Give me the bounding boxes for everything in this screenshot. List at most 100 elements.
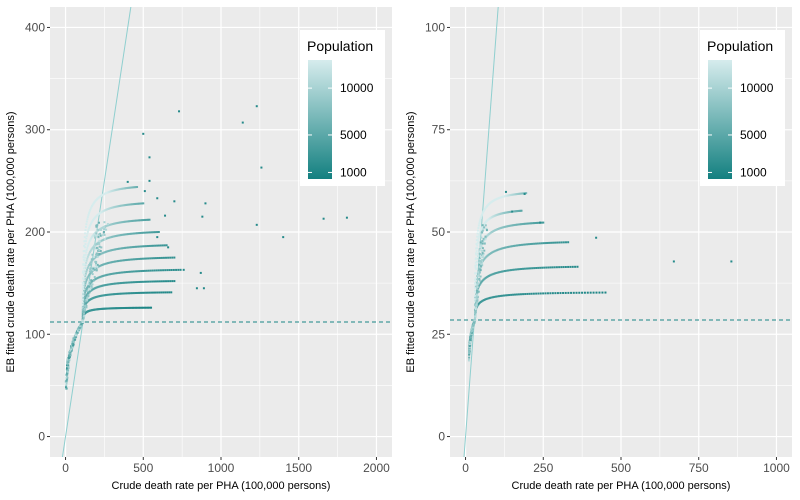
data-point (159, 269, 162, 272)
data-point (109, 283, 112, 286)
data-point (109, 207, 112, 210)
data-point (117, 205, 120, 208)
data-point (570, 291, 573, 294)
data-point (100, 239, 103, 242)
data-point (111, 307, 114, 310)
data-point (88, 241, 91, 244)
data-point (127, 186, 130, 189)
data-point (101, 239, 104, 242)
data-point (545, 266, 548, 269)
data-point (90, 266, 93, 269)
data-point (503, 246, 506, 249)
data-point (142, 202, 145, 205)
data-point (522, 293, 525, 296)
data-point (474, 277, 477, 280)
data-point (95, 252, 98, 255)
data-point (535, 267, 538, 270)
data-point (65, 387, 68, 390)
outlier-point (523, 192, 526, 195)
data-point (107, 224, 110, 227)
data-point (109, 236, 112, 239)
data-point (124, 292, 127, 295)
data-point (67, 366, 70, 369)
data-point (125, 203, 128, 206)
data-point (508, 245, 511, 248)
data-point (122, 307, 125, 310)
data-point (502, 247, 505, 250)
data-point (84, 225, 87, 228)
data-point (82, 250, 85, 253)
data-point (90, 279, 93, 282)
data-point (123, 204, 126, 207)
data-point (91, 283, 94, 286)
data-point (88, 270, 91, 273)
data-point (479, 246, 482, 249)
legend-title: Population (307, 38, 373, 54)
data-point (474, 272, 477, 275)
data-point (81, 281, 84, 284)
data-point (88, 283, 91, 286)
legend-title: Population (707, 38, 773, 54)
data-point (517, 223, 520, 226)
outlier-point (595, 236, 598, 239)
data-point (468, 359, 471, 362)
data-point (131, 232, 134, 235)
data-point (552, 241, 555, 244)
data-point (88, 291, 91, 294)
data-point (474, 290, 477, 293)
data-point (88, 263, 91, 266)
outlier-point (204, 202, 207, 205)
data-point (99, 228, 102, 231)
data-point (157, 231, 160, 233)
data-point (147, 269, 150, 272)
outlier-point (167, 246, 170, 249)
data-point (82, 263, 85, 266)
data-point (115, 282, 118, 285)
outlier-point (195, 287, 198, 290)
data-point (99, 250, 102, 253)
data-point (90, 236, 93, 239)
data-point (479, 216, 482, 219)
data-point (131, 203, 134, 206)
data-point (516, 244, 519, 247)
data-point (82, 267, 85, 270)
data-point (83, 310, 86, 313)
data-point (121, 233, 124, 236)
data-point (514, 193, 517, 196)
data-point (154, 231, 157, 234)
data-point (84, 304, 87, 307)
data-point (506, 194, 509, 197)
data-point (136, 186, 139, 188)
data-point (522, 222, 525, 225)
data-point (497, 248, 500, 251)
data-point (480, 228, 483, 231)
data-point (477, 235, 480, 238)
data-point (478, 277, 481, 280)
data-point (126, 220, 129, 223)
data-point (488, 274, 491, 277)
data-point (145, 306, 148, 309)
data-point (85, 294, 88, 297)
data-point (162, 280, 165, 283)
data-point (140, 202, 143, 205)
data-point (103, 294, 106, 297)
data-point (98, 240, 101, 243)
data-point (480, 243, 483, 246)
data-point (87, 243, 90, 246)
data-point (508, 224, 511, 227)
data-point (156, 257, 159, 260)
data-point (141, 291, 144, 294)
legend-label: 5000 (740, 128, 767, 142)
data-point (154, 244, 157, 247)
data-point (499, 270, 502, 273)
data-point (118, 259, 121, 262)
data-point (104, 250, 107, 253)
data-point (127, 292, 130, 295)
data-point (143, 257, 146, 260)
data-point (123, 281, 126, 284)
data-point (546, 292, 549, 295)
data-point (93, 244, 96, 247)
data-point (480, 227, 483, 230)
data-point (89, 281, 92, 284)
data-point (100, 275, 103, 278)
